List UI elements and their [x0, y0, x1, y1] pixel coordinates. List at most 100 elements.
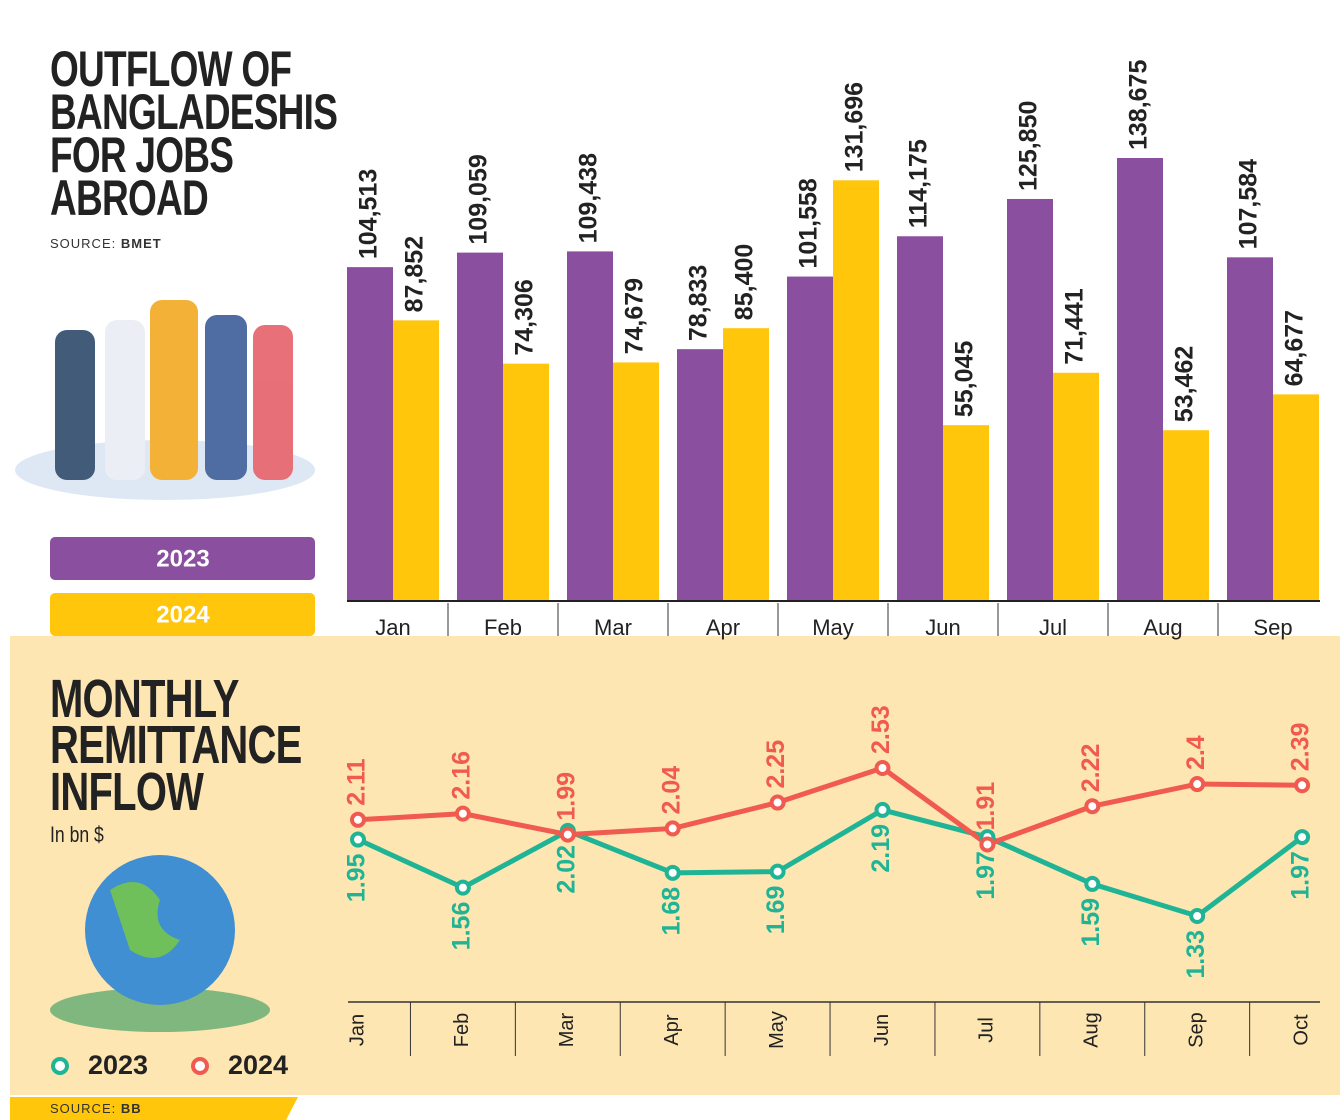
bar: [457, 252, 503, 601]
value-label: 78,833: [685, 265, 713, 341]
line: [356, 807, 1304, 919]
value-label: 101,558: [795, 178, 823, 268]
x-tick-label: Apr: [661, 1014, 683, 1045]
line: [357, 765, 1303, 847]
chart-title: OUTFLOW OF BANGLADESHIS FOR JOBS ABROAD: [50, 41, 338, 226]
source-name: BB: [120, 1101, 142, 1116]
source: SOURCE: BMET: [50, 236, 162, 251]
point: [454, 879, 471, 896]
value-label: 2.53: [867, 705, 895, 754]
x-tick-label: Sep: [1253, 615, 1292, 640]
value-label: 1.97: [1287, 851, 1315, 900]
x-tick-label: Jul: [1039, 615, 1067, 640]
bar: [613, 362, 659, 601]
value-label: 87,852: [401, 236, 429, 312]
value-label: 1.69: [762, 886, 790, 935]
bar: [567, 251, 613, 601]
value-label: 2.04: [657, 766, 685, 815]
bar: [833, 180, 879, 601]
x-tick-label: Aug: [1143, 615, 1182, 640]
legend-label: 2024: [228, 1050, 288, 1080]
value-label: 2.4: [1182, 735, 1210, 770]
point: [350, 811, 366, 828]
value-label: 2.25: [762, 740, 790, 789]
subtitle: In bn $: [50, 822, 104, 847]
value-label: 64,677: [1281, 310, 1309, 386]
bar: [677, 349, 723, 601]
x-tick-label: Mar: [556, 1012, 578, 1047]
point: [454, 805, 471, 822]
bar: [897, 236, 943, 601]
bar: [1273, 394, 1319, 601]
value-label: 1.99: [552, 772, 580, 821]
bar: [1227, 257, 1273, 601]
point: [769, 863, 786, 880]
legend-label: 2023: [156, 545, 209, 572]
value-label: 2.11: [343, 758, 371, 805]
point: [874, 801, 891, 818]
value-label: 2.02: [552, 845, 580, 894]
point: [874, 760, 891, 776]
value-label: 2.39: [1287, 723, 1315, 772]
source-tab: [10, 1097, 298, 1120]
source-label: SOURCE:: [50, 236, 117, 251]
x-tick-label: Jun: [925, 615, 960, 640]
value-label: 1.68: [657, 887, 685, 936]
value-label: 2.16: [448, 751, 476, 800]
value-label: 1.56: [448, 902, 476, 951]
legend-label: 2023: [88, 1050, 148, 1080]
x-tick-label: Oct: [1290, 1014, 1312, 1046]
value-label: 2.22: [1077, 744, 1105, 793]
x-tick-label: Jan: [375, 615, 410, 640]
source-name: BMET: [120, 236, 162, 251]
value-label: 1.95: [343, 853, 371, 902]
x-tick-label: May: [812, 615, 854, 640]
legend-marker: [191, 1057, 209, 1075]
bar: [503, 363, 549, 601]
value-label: 1.97: [972, 851, 1000, 900]
value-label: 114,175: [905, 139, 933, 228]
bar: [723, 328, 769, 601]
point: [1189, 908, 1206, 924]
value-label: 107,584: [1235, 159, 1263, 249]
globe-illustration: [50, 855, 270, 1032]
value-label: 138,675: [1125, 60, 1153, 150]
point: [979, 836, 996, 853]
value-label: 109,438: [575, 153, 603, 243]
source: SOURCE: BB: [50, 1101, 142, 1116]
value-label: 74,306: [511, 279, 539, 355]
point: [350, 831, 366, 848]
value-label: 53,462: [1171, 346, 1199, 422]
point: [559, 826, 576, 843]
bar: [1007, 198, 1053, 601]
workers-illustration: [15, 300, 315, 500]
value-label: 131,696: [841, 82, 869, 172]
value-label: 55,045: [951, 341, 979, 418]
point: [664, 820, 681, 837]
value-label: 109,059: [465, 154, 493, 244]
bar: [787, 276, 833, 601]
chart-title: MONTHLY REMITTANCE INFLOW: [50, 669, 302, 822]
value-label: 85,400: [731, 244, 759, 320]
legend-label: 2024: [156, 601, 210, 628]
x-tick-label: Jul: [976, 1017, 998, 1043]
value-label: 74,679: [621, 278, 649, 354]
x-tick-label: Feb: [484, 615, 522, 640]
source-label: SOURCE:: [50, 1101, 117, 1116]
x-tick-label: Sep: [1185, 1012, 1207, 1048]
value-label: 104,513: [355, 169, 383, 259]
x-tick-label: Jan: [346, 1014, 368, 1046]
value-label: 1.33: [1182, 930, 1210, 979]
bar: [1163, 430, 1209, 601]
value-label: 125,850: [1015, 101, 1043, 191]
bar: [1117, 158, 1163, 601]
x-tick-label: Aug: [1081, 1012, 1103, 1048]
point: [1084, 798, 1101, 815]
legend-marker: [51, 1057, 69, 1075]
point: [1294, 777, 1311, 794]
value-label: 1.91: [972, 782, 1000, 831]
point: [1189, 776, 1206, 793]
point: [1294, 829, 1311, 846]
